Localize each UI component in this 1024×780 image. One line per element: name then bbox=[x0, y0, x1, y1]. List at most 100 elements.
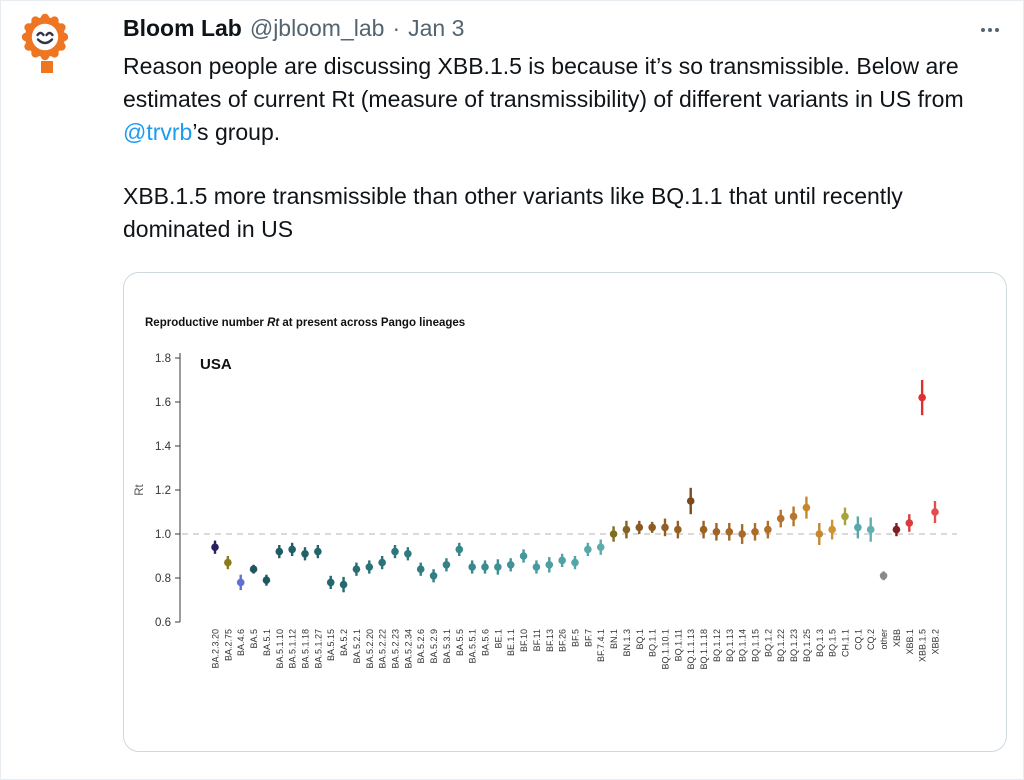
x-tick-label: CQ.1 bbox=[853, 629, 863, 650]
data-point bbox=[892, 523, 901, 537]
x-tick-label: BA.5.2.23 bbox=[391, 629, 401, 669]
x-tick-label: BA.5.2.20 bbox=[365, 629, 375, 669]
y-tick-label: 1.2 bbox=[155, 485, 171, 497]
x-tick-label: XBB.1.5 bbox=[918, 629, 928, 662]
x-tick-label: BQ.1.3 bbox=[815, 629, 825, 657]
x-tick-label: BA.5.1 bbox=[262, 629, 272, 656]
data-point bbox=[249, 564, 258, 574]
chart-title: Reproductive number Rt at present across… bbox=[145, 317, 465, 329]
y-tick-label: 1.0 bbox=[155, 529, 171, 541]
y-axis-label: Rt bbox=[134, 483, 146, 495]
data-point bbox=[481, 560, 489, 574]
author-name[interactable]: Bloom Lab bbox=[123, 15, 242, 41]
data-point bbox=[558, 553, 566, 567]
data-point bbox=[609, 526, 618, 542]
data-point bbox=[455, 542, 464, 556]
x-tick-label: BQ.1.1.13 bbox=[686, 629, 696, 670]
x-tick-label: BQ.1.14 bbox=[738, 629, 748, 662]
data-point bbox=[699, 520, 708, 539]
data-point bbox=[584, 542, 592, 556]
x-tick-label: BA.5.1.10 bbox=[275, 629, 285, 669]
x-tick-label: XBB bbox=[892, 629, 902, 647]
data-point bbox=[236, 574, 245, 591]
x-tick-label: BQ.1.15 bbox=[751, 629, 761, 662]
data-point bbox=[828, 519, 836, 540]
x-tick-label: BQ.1.25 bbox=[802, 629, 812, 662]
x-tick-label: BQ.1.23 bbox=[789, 629, 799, 662]
x-tick-label: BA.5.2 bbox=[339, 629, 349, 656]
tweet-text: Reason people are discussing XBB.1.5 is … bbox=[123, 50, 1007, 246]
data-point bbox=[352, 562, 361, 576]
x-tick-label: BA.5.5.1 bbox=[468, 629, 478, 664]
data-point bbox=[506, 558, 515, 572]
data-point bbox=[326, 575, 335, 589]
tweet-header: Bloom Lab @jbloom_lab · Jan 3 bbox=[123, 13, 1009, 43]
timestamp[interactable]: Jan 3 bbox=[408, 15, 465, 41]
data-point bbox=[725, 523, 734, 541]
x-tick-label: BA.5.2.9 bbox=[429, 629, 439, 664]
data-point bbox=[674, 520, 682, 539]
data-point bbox=[738, 524, 746, 544]
data-point bbox=[365, 560, 374, 574]
data-point bbox=[301, 547, 309, 561]
data-point bbox=[635, 520, 644, 534]
data-point bbox=[802, 496, 811, 519]
data-point bbox=[931, 501, 939, 523]
tweet-text-part1: Reason people are discussing XBB.1.5 is … bbox=[123, 53, 964, 112]
x-tick-label: BA.5.5 bbox=[455, 629, 465, 656]
tweet-media-card[interactable]: 0.6 0.8 1.0 1.2 1.4 1.6 1.8 Reproductive number… bbox=[123, 272, 1007, 752]
x-tick-label: BA.2.3.20 bbox=[211, 629, 221, 669]
author-handle[interactable]: @jbloom_lab bbox=[249, 15, 385, 41]
data-point bbox=[686, 487, 695, 515]
data-point bbox=[404, 547, 412, 561]
data-point bbox=[429, 569, 438, 583]
data-point bbox=[224, 556, 232, 570]
mention-link[interactable]: @trvrb bbox=[123, 119, 193, 145]
data-point bbox=[918, 380, 926, 416]
data-point bbox=[288, 542, 296, 556]
x-tick-label: BA.5.6 bbox=[481, 629, 491, 656]
data-point bbox=[596, 539, 605, 555]
rt-chart: 0.6 0.8 1.0 1.2 1.4 1.6 1.8 Reproductive number… bbox=[134, 317, 957, 670]
data-point bbox=[751, 523, 759, 541]
separator-dot: · bbox=[392, 15, 401, 41]
x-tick-label: BQ.1.5 bbox=[828, 629, 838, 657]
data-point bbox=[442, 558, 451, 572]
data-point bbox=[571, 556, 579, 570]
data-point bbox=[378, 556, 386, 570]
x-tick-label: BN.1 bbox=[609, 629, 619, 649]
x-tick-label: BN.1.3 bbox=[622, 629, 632, 657]
x-tick-label: BF.13 bbox=[545, 629, 555, 652]
data-point bbox=[494, 559, 502, 575]
x-tick-label: BA.5.3.1 bbox=[442, 629, 452, 664]
y-tick-label: 1.4 bbox=[155, 441, 172, 453]
chart-region-label: USA bbox=[200, 356, 232, 373]
x-tick-label: BQ.1 bbox=[635, 629, 645, 650]
x-tick-label: BQ.1.1.18 bbox=[699, 629, 709, 670]
x-tick-label: BF.26 bbox=[558, 629, 568, 652]
avatar[interactable] bbox=[21, 11, 69, 75]
x-tick-label: BQ.1.1 bbox=[648, 629, 658, 657]
x-tick-label: BQ.1.12 bbox=[712, 629, 722, 662]
x-tick-label: BA.5.1.12 bbox=[288, 629, 298, 669]
data-point bbox=[789, 506, 798, 527]
more-button[interactable] bbox=[979, 19, 1001, 41]
bloom-lab-logo-icon bbox=[21, 13, 69, 73]
x-tick-label: BA.5.2.6 bbox=[416, 629, 426, 664]
y-tick-label: 1.8 bbox=[155, 353, 171, 365]
x-tick-label: BE.1.1 bbox=[506, 629, 516, 656]
data-point bbox=[764, 520, 772, 539]
x-tick-label: BA.5.2.34 bbox=[403, 629, 413, 669]
data-point bbox=[211, 540, 219, 554]
x-tick-label: BA.5 bbox=[249, 629, 259, 649]
x-tick-label: CH.1.1 bbox=[841, 629, 851, 657]
data-point bbox=[866, 517, 875, 542]
x-tick-label: BQ.1.13 bbox=[725, 629, 735, 662]
data-point bbox=[339, 576, 348, 593]
data-point bbox=[841, 507, 849, 526]
data-point bbox=[854, 516, 862, 539]
x-tick-label: CQ.2 bbox=[866, 629, 876, 650]
data-point bbox=[314, 545, 322, 559]
data-point bbox=[519, 549, 528, 563]
data-point bbox=[468, 560, 476, 574]
